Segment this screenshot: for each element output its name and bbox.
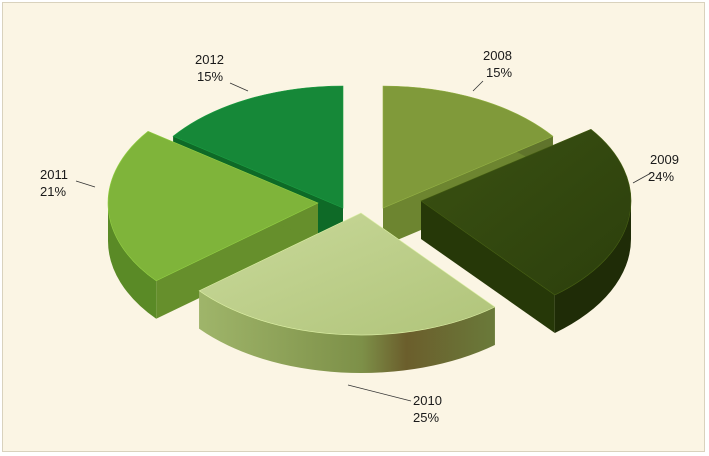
slice-top-2010 <box>198 212 496 336</box>
slice-top-2011 <box>107 130 319 282</box>
slice-label-2008-year: 2008 <box>483 48 512 63</box>
leader-line-2010 <box>347 384 412 402</box>
slice-top-2009 <box>420 128 632 296</box>
pie-slices <box>107 85 632 373</box>
pie-chart: 2008 15% 2009 24% 2010 25% 2011 21% 2012… <box>40 48 679 425</box>
leader-line-2011 <box>75 180 96 188</box>
slice-label-2008-percent: 15% <box>486 65 512 80</box>
slice-side-2011 <box>108 203 157 319</box>
slice-label-2010-percent: 25% <box>413 410 439 425</box>
slice-label-2012-percent: 15% <box>197 69 223 84</box>
chart-area: 2008 15% 2009 24% 2010 25% 2011 21% 2012… <box>2 2 705 452</box>
slice-top-2012 <box>172 85 344 209</box>
leader-line-2012 <box>229 82 249 92</box>
pie-slice-2011 <box>107 130 319 319</box>
slice-label-2012-year: 2012 <box>195 52 224 67</box>
leader-line-2008 <box>472 80 484 92</box>
slice-label-2010-year: 2010 <box>413 393 442 408</box>
slice-label-2009-year: 2009 <box>650 152 679 167</box>
slice-top-2008 <box>382 85 554 209</box>
pie-slice-2009 <box>420 128 632 334</box>
slice-label-2011-year: 2011 <box>40 167 68 182</box>
pie-slice-2010 <box>198 212 496 373</box>
leader-line-2009 <box>632 172 652 184</box>
slice-label-2011-percent: 21% <box>40 184 66 199</box>
slice-wall-2011 <box>156 203 318 319</box>
slice-side-2010 <box>199 290 495 373</box>
slice-wall-2009 <box>421 201 555 334</box>
slice-label-2009-percent: 24% <box>648 169 674 184</box>
slice-labels: 2008 15% 2009 24% 2010 25% 2011 21% 2012… <box>40 48 679 425</box>
slice-side-2009 <box>554 201 631 334</box>
